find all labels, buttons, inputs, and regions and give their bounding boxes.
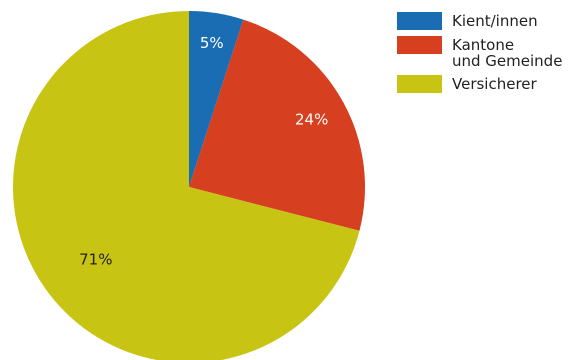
legend-item-insurers: Versicherer xyxy=(397,75,562,93)
legend: Kient/innen Kantone und Gemeinde Versich… xyxy=(397,12,562,99)
pie-value-labels: 5% 24% 71% xyxy=(79,34,328,268)
legend-label-cantons: Kantone und Gemeinde xyxy=(452,36,563,70)
legend-label-insurers: Versicherer xyxy=(452,75,537,93)
legend-item-cantons: Kantone und Gemeinde xyxy=(397,36,562,69)
legend-item-clients: Kient/innen xyxy=(397,12,562,30)
pie-value-label-cantons: 24% xyxy=(295,111,328,129)
legend-swatch-clients xyxy=(397,12,442,30)
pie-value-label-clients: 5% xyxy=(200,34,224,52)
pie-slice-cantons xyxy=(189,19,366,231)
legend-swatch-insurers xyxy=(397,75,442,93)
legend-label-clients: Kient/innen xyxy=(452,12,538,30)
pie-slices xyxy=(13,11,366,360)
pie-slice-insurers xyxy=(13,11,360,360)
pie-value-label-insurers: 71% xyxy=(79,250,112,268)
pie-slice-clients xyxy=(189,11,244,187)
legend-swatch-cantons xyxy=(397,36,442,54)
